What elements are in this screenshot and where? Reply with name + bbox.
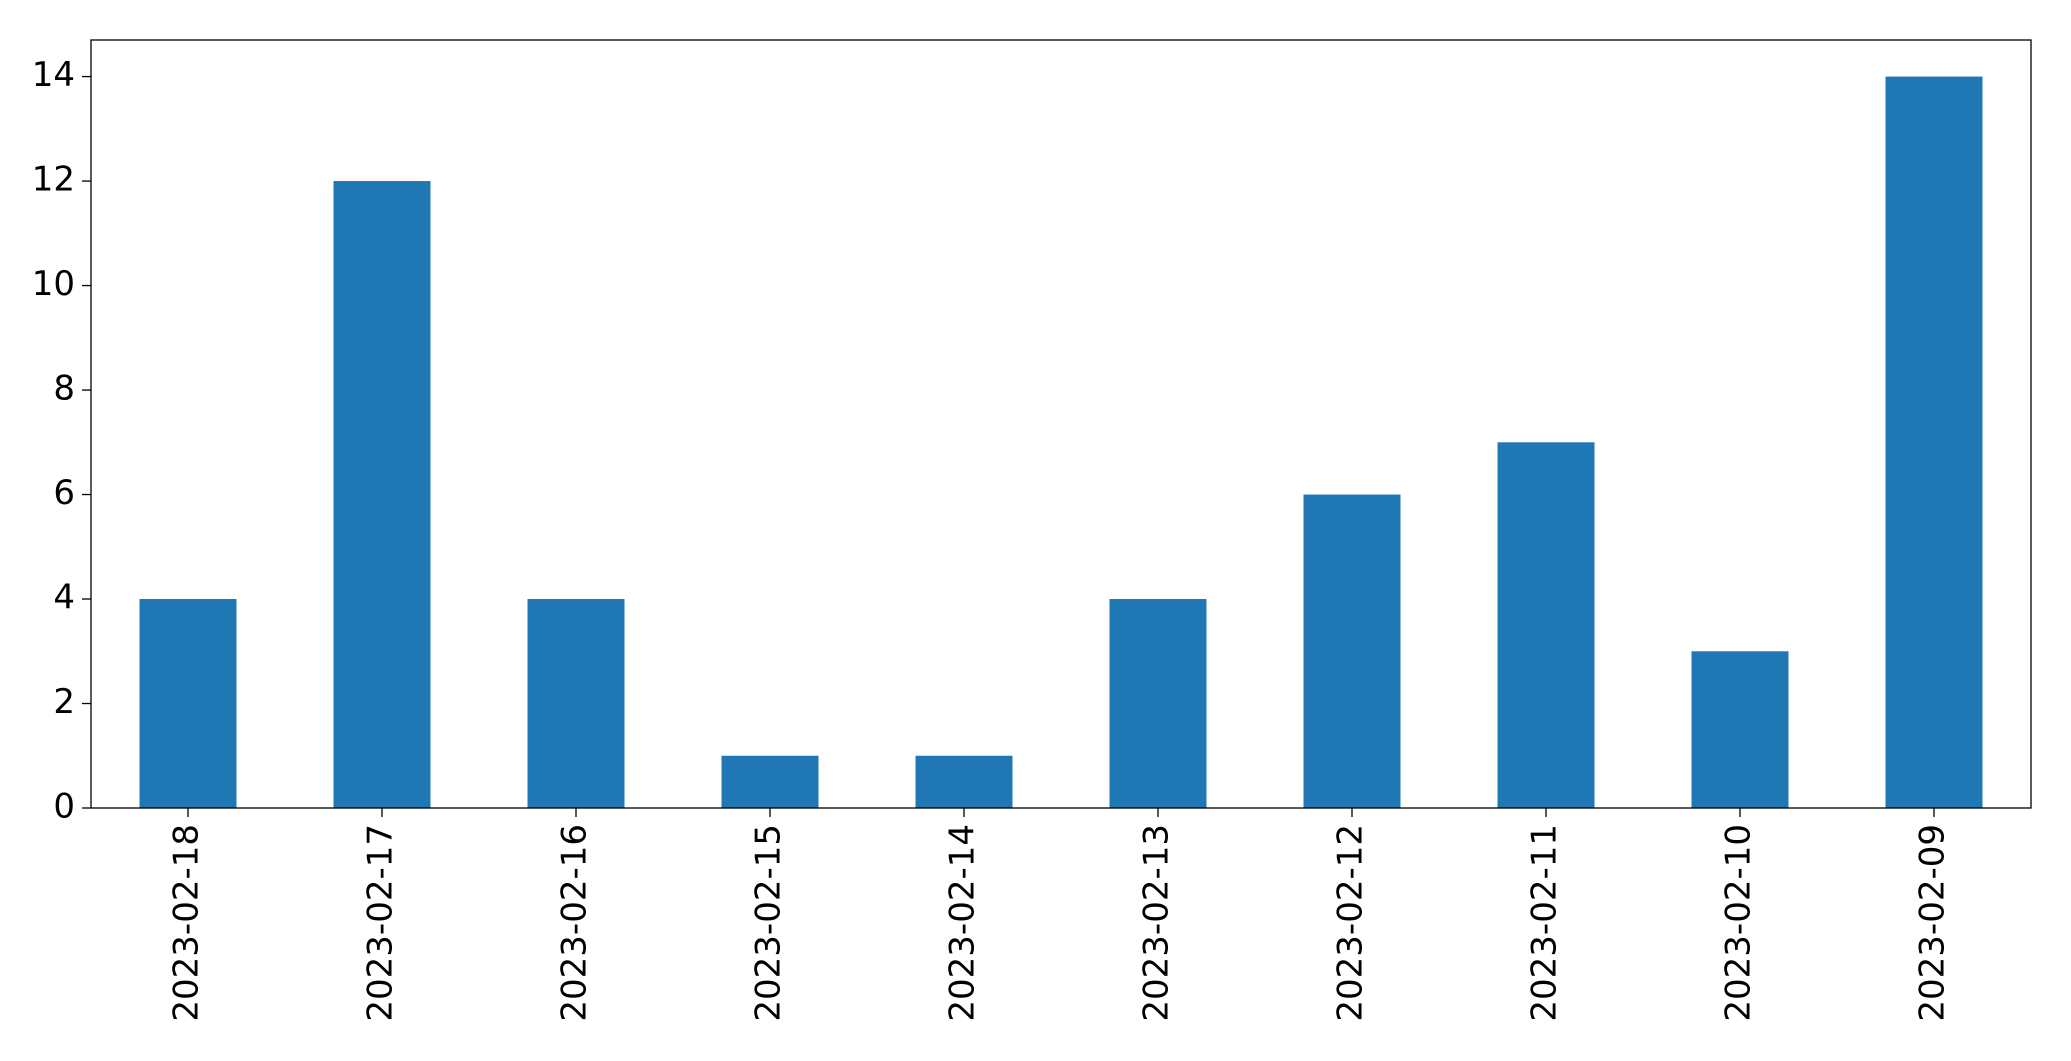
bar xyxy=(1885,76,1983,809)
plot-frame xyxy=(90,39,2032,809)
y-tick-label: 12 xyxy=(32,160,75,200)
bar xyxy=(527,599,625,808)
x-tick-label: 2023-02-13 xyxy=(1137,824,1177,1022)
bar xyxy=(1109,599,1207,808)
y-tick-label: 4 xyxy=(53,578,75,618)
x-tick-label: 2023-02-18 xyxy=(167,824,207,1022)
y-tick-label: 0 xyxy=(53,787,75,827)
bar xyxy=(721,755,819,808)
bar xyxy=(139,599,237,808)
y-tick-label: 2 xyxy=(53,682,75,722)
x-tick-label: 2023-02-17 xyxy=(361,824,401,1022)
x-tick-label: 2023-02-15 xyxy=(749,824,789,1022)
x-tick-label: 2023-02-16 xyxy=(555,824,595,1022)
bar xyxy=(915,755,1013,808)
x-tick-label: 2023-02-12 xyxy=(1331,824,1371,1022)
x-tick-label: 2023-02-14 xyxy=(943,824,983,1022)
bar xyxy=(333,181,431,808)
y-tick-label: 6 xyxy=(53,473,75,513)
y-tick-label: 14 xyxy=(32,55,75,95)
bar xyxy=(1303,494,1401,808)
bar xyxy=(1691,651,1789,808)
x-tick-label: 2023-02-11 xyxy=(1525,824,1565,1022)
y-tick-label: 8 xyxy=(53,369,75,409)
bar xyxy=(1497,442,1595,808)
x-tick-label: 2023-02-09 xyxy=(1913,824,1953,1022)
y-tick-label: 10 xyxy=(32,264,75,304)
x-tick-label: 2023-02-10 xyxy=(1719,824,1759,1022)
